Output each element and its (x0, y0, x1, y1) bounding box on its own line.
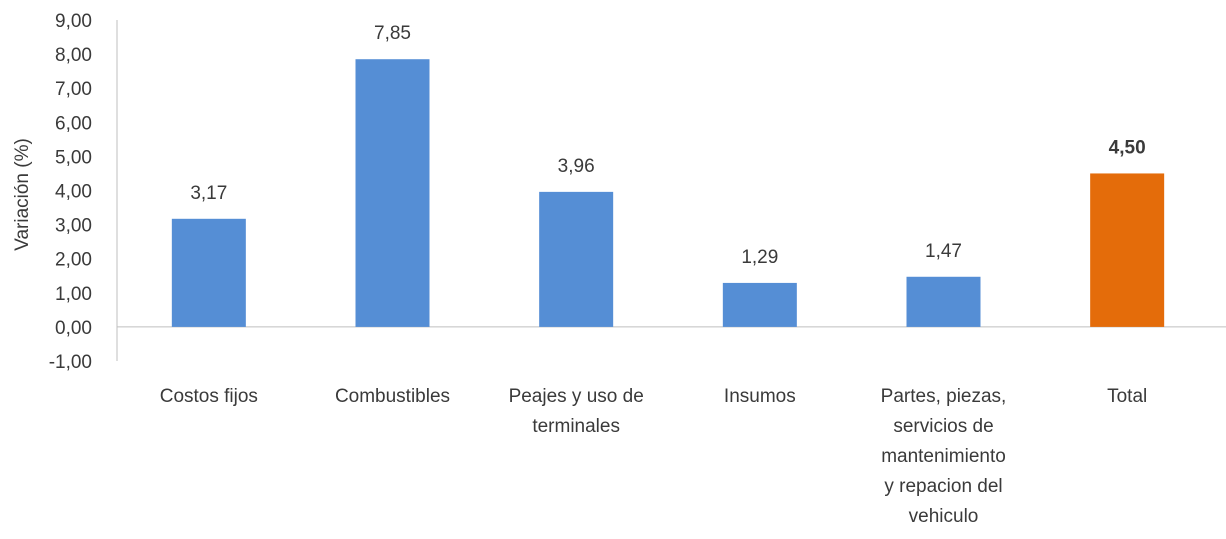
y-tick-label: 8,00 (55, 45, 92, 66)
y-axis-label: Variación (%) (12, 138, 33, 251)
y-tick-label: 9,00 (55, 11, 92, 32)
category-label: Combustibles (335, 386, 450, 407)
data-label: 1,47 (925, 241, 962, 262)
bar (171, 218, 246, 327)
y-tick-label: 1,00 (55, 284, 92, 305)
bar (539, 191, 614, 327)
data-labels: 3,17 7,85 3,96 1,29 1,47 4,50 (190, 23, 1145, 268)
y-tick-label: -1,00 (49, 352, 92, 373)
y-tick-label: 2,00 (55, 250, 92, 271)
data-label: 3,17 (190, 183, 227, 204)
y-tick-label: 7,00 (55, 79, 92, 100)
y-tick-label: 3,00 (55, 216, 92, 237)
data-label: 1,29 (741, 247, 778, 268)
bar (355, 59, 430, 327)
y-tick-label: 6,00 (55, 113, 92, 134)
bars (171, 59, 1165, 327)
data-label: 7,85 (374, 23, 411, 44)
bar (1090, 173, 1165, 327)
y-tick-label: 4,00 (55, 182, 92, 203)
category-label: Peajes y uso de terminales (509, 386, 644, 437)
data-label: 4,50 (1109, 137, 1146, 158)
category-label: Total (1107, 386, 1147, 407)
y-tick-labels: 9,00 8,00 7,00 6,00 5,00 4,00 3,00 2,00 1,00 0,00… (49, 11, 92, 373)
y-tick-label: 5,00 (55, 147, 92, 168)
category-label: Partes, piezas, servicios de mantenimiento… (881, 386, 1007, 527)
bar (906, 276, 981, 327)
category-label: Costos fijos (160, 386, 258, 407)
category-label: Insumos (724, 386, 796, 407)
category-labels: Costos fijos Combustibles Peajes y uso de t… (160, 386, 1148, 527)
data-label: 3,96 (558, 156, 595, 177)
bar (722, 282, 797, 327)
y-tick-label: 0,00 (55, 318, 92, 339)
